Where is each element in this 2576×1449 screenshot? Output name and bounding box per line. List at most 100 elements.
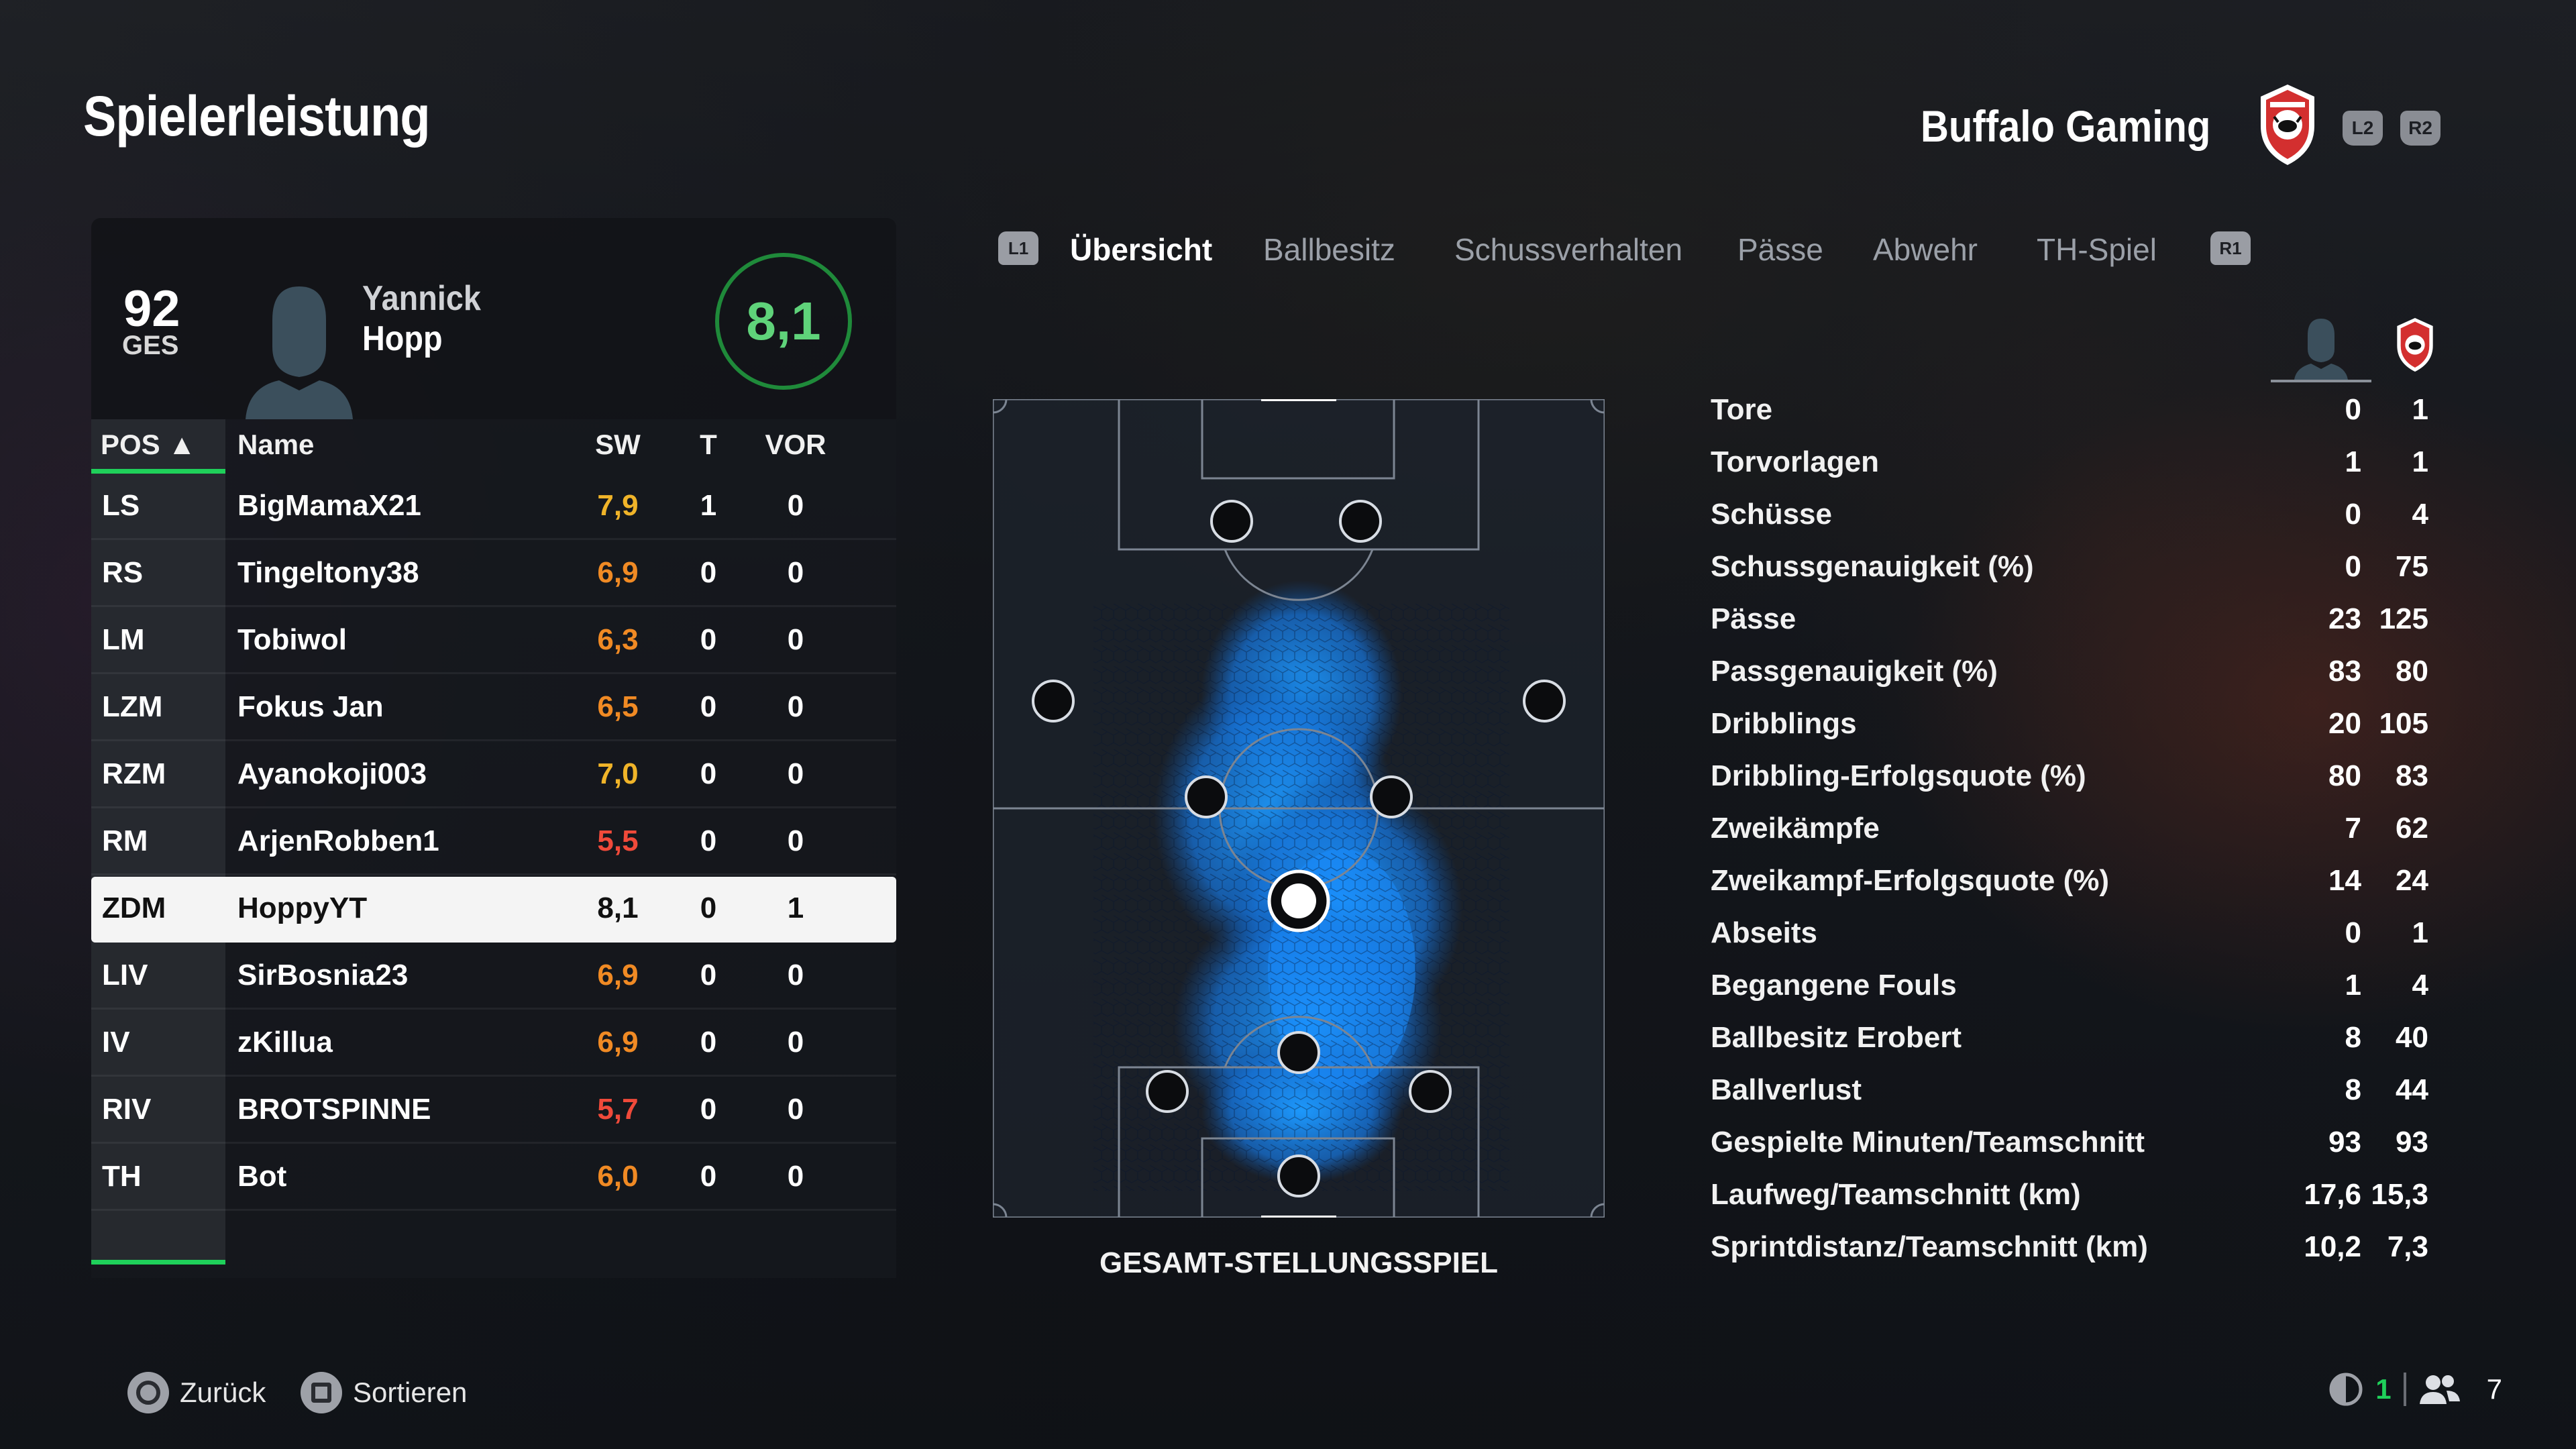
stat-label: Pässe (1711, 602, 1796, 635)
stat-team-value: 93 (2396, 1126, 2428, 1159)
header-name[interactable]: Name (237, 429, 315, 460)
tab-ballbesitz[interactable]: Ballbesitz (1263, 232, 1395, 267)
stat-team-value: 62 (2396, 812, 2428, 845)
position-heatmap (993, 399, 1605, 1218)
square-button-icon (301, 1372, 342, 1413)
stat-label: Begangene Fouls (1711, 969, 1957, 1002)
row-goals: 0 (700, 1026, 717, 1059)
marker-lzm (1185, 775, 1228, 818)
stat-player-value: 20 (2328, 707, 2361, 740)
stat-team-value: 4 (2412, 498, 2428, 531)
row-goals: 0 (700, 824, 717, 857)
r1-button-icon[interactable]: R1 (2210, 231, 2251, 265)
stat-row: Dribbling-Erfolgsquote (%) 80 83 (1711, 751, 2428, 804)
count-b: 7 (2486, 1373, 2502, 1405)
stat-row: Tore 0 1 (1711, 385, 2428, 437)
row-assists: 0 (787, 623, 804, 656)
stat-player-value: 0 (2345, 550, 2361, 583)
overall-rating-value: 92 (123, 280, 180, 337)
tab-th-spiel[interactable]: TH-Spiel (2037, 232, 2157, 267)
stat-team-value: 1 (2412, 916, 2428, 949)
player-first-name: Yannick (362, 279, 481, 318)
header-vor[interactable]: VOR (765, 429, 826, 460)
stat-row: Torvorlagen 1 1 (1711, 437, 2428, 490)
row-rating: 6,9 (597, 1026, 639, 1059)
stat-row: Ballverlust 8 44 (1711, 1065, 2428, 1118)
row-pos: LS (102, 489, 140, 522)
row-goals: 0 (700, 690, 717, 723)
row-name: HoppyYT (237, 892, 368, 924)
row-assists: 0 (787, 757, 804, 790)
row-name: Fokus Jan (237, 690, 384, 723)
stat-player-value: 80 (2328, 759, 2361, 792)
stat-row: Gespielte Minuten/Teamschnitt 93 93 (1711, 1118, 2428, 1170)
table-row[interactable]: RIV BROTSPINNE 5,7 0 0 (91, 1078, 896, 1144)
users-icon (2419, 1375, 2460, 1404)
circle-button-icon (127, 1372, 169, 1413)
stat-player-value: 93 (2328, 1126, 2361, 1159)
header-t[interactable]: T (700, 429, 717, 460)
stat-player-value: 0 (2345, 498, 2361, 531)
row-rating: 6,9 (597, 556, 639, 589)
row-rating: 7,9 (597, 489, 639, 522)
tab-uebersicht[interactable]: Übersicht (1070, 232, 1213, 267)
stat-row: Dribblings 20 105 (1711, 699, 2428, 751)
marker-ls (1210, 500, 1253, 543)
table-row[interactable]: LIV SirBosnia23 6,9 0 0 (91, 944, 896, 1010)
row-goals: 0 (700, 959, 717, 991)
stat-label: Zweikampf-Erfolgsquote (%) (1711, 864, 2110, 897)
r2-trigger-icon[interactable]: R2 (2400, 111, 2440, 146)
stat-label: Laufweg/Teamschnitt (km) (1711, 1178, 2081, 1211)
row-rating: 5,7 (597, 1093, 639, 1126)
stat-player-value: 17,6 (2304, 1178, 2361, 1211)
row-rating: 6,5 (597, 690, 639, 723)
stat-player-value: 8 (2345, 1021, 2361, 1054)
row-pos: ZDM (102, 892, 166, 924)
sort-button[interactable]: Sortieren (301, 1372, 467, 1413)
stat-label: Sprintdistanz/Teamschnitt (km) (1711, 1230, 2148, 1263)
table-row[interactable]: ZDM HoppyYT 8,1 0 1 (91, 877, 896, 943)
row-assists: 0 (787, 690, 804, 723)
row-name: zKillua (237, 1026, 333, 1059)
stat-label: Dribblings (1711, 707, 1857, 740)
back-button[interactable]: Zurück (127, 1372, 266, 1413)
stat-label: Schussgenauigkeit (%) (1711, 550, 2034, 583)
tab-abwehr[interactable]: Abwehr (1873, 232, 1978, 267)
stat-label: Ballbesitz Erobert (1711, 1021, 1962, 1054)
table-row[interactable]: RM ArjenRobben1 5,5 0 0 (91, 810, 896, 875)
row-name: BROTSPINNE (237, 1093, 431, 1126)
heatmap-caption: GESAMT-STELLUNGSSPIEL (1099, 1246, 1499, 1279)
match-rating-ring: 8,1 (715, 253, 852, 390)
stat-team-value: 15,3 (2371, 1178, 2428, 1211)
table-row[interactable]: TH Bot 6,0 0 0 (91, 1145, 896, 1211)
stat-label: Ballverlust (1711, 1073, 1862, 1106)
table-row[interactable]: LZM Fokus Jan 6,5 0 0 (91, 676, 896, 741)
stat-player-value: 83 (2328, 655, 2361, 688)
l2-trigger-icon[interactable]: L2 (2343, 111, 2383, 146)
page-title: Spielerleistung (83, 85, 431, 148)
row-rating: 6,0 (597, 1160, 639, 1193)
tab-schussverhalten[interactable]: Schussverhalten (1454, 232, 1683, 267)
stat-team-value: 83 (2396, 759, 2428, 792)
stat-row: Zweikampf-Erfolgsquote (%) 14 24 (1711, 856, 2428, 908)
l1-button-icon[interactable]: L1 (998, 231, 1038, 265)
table-row[interactable]: LM Tobiwol 6,3 0 0 (91, 608, 896, 674)
table-row[interactable]: IV zKillua 6,9 0 0 (91, 1011, 896, 1077)
row-assists: 1 (787, 892, 804, 924)
stat-label: Zweikämpfe (1711, 812, 1880, 845)
row-goals: 0 (700, 1160, 717, 1193)
row-name: Bot (237, 1160, 287, 1193)
row-pos: LM (102, 623, 145, 656)
table-row[interactable]: LS BigMamaX21 7,9 1 0 (91, 474, 896, 540)
header-sw[interactable]: SW (595, 429, 641, 460)
tab-paesse[interactable]: Pässe (1737, 232, 1823, 267)
club-crest-icon (2261, 85, 2314, 165)
row-name: Tingeltony38 (237, 556, 419, 589)
table-row[interactable]: RS Tingeltony38 6,9 0 0 (91, 541, 896, 607)
marker-rm (1523, 680, 1566, 722)
marker-riv (1409, 1070, 1452, 1113)
table-row[interactable]: RZM Ayanokoji003 7,0 0 0 (91, 743, 896, 808)
stat-row: Passgenauigkeit (%) 83 80 (1711, 647, 2428, 699)
player-column-icon (2271, 319, 2371, 382)
header-pos[interactable]: POS ▲ (101, 429, 196, 460)
